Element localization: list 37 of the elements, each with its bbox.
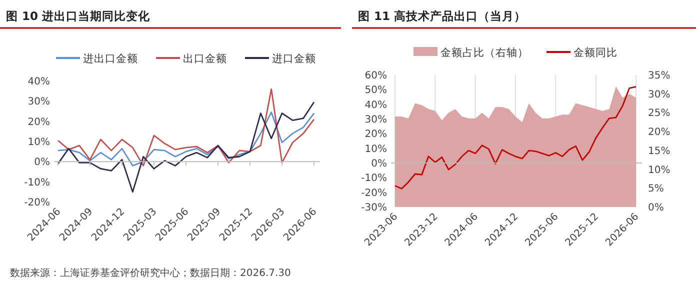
line-series bbox=[57, 88, 315, 166]
y-tick-label: 20% bbox=[364, 129, 387, 140]
line-series bbox=[57, 112, 315, 166]
y-tick-label: 0% bbox=[371, 158, 387, 170]
y-tick-label: 20% bbox=[28, 116, 50, 128]
y2-tick-label: 25% bbox=[648, 108, 670, 120]
y2-tick-label: 0% bbox=[648, 202, 664, 214]
y-tick-label: 30% bbox=[28, 96, 50, 108]
source-note: 数据来源：上海证券基金评价研究中心；数据日期：2026.7.30 bbox=[10, 267, 291, 279]
y2-tick-label: 30% bbox=[648, 89, 670, 100]
y-tick-label: -20% bbox=[24, 198, 50, 208]
legend-label: 金额同比 bbox=[574, 46, 618, 59]
legend-label: 进口金额 bbox=[272, 52, 316, 65]
y-tick-label: -10% bbox=[24, 177, 50, 188]
y-tick-label: 50% bbox=[364, 85, 387, 96]
y2-tick-label: 35% bbox=[648, 70, 670, 82]
y-tick-label: 60% bbox=[364, 70, 387, 82]
line-series bbox=[394, 86, 637, 190]
y-tick-label: 10% bbox=[28, 137, 50, 148]
y2-tick-label: 20% bbox=[648, 127, 670, 138]
line-series bbox=[57, 101, 315, 193]
chart-title: 图 11 高技术产品出口（当月） bbox=[358, 9, 526, 23]
legend-label: 金额占比（右轴） bbox=[440, 46, 528, 59]
y-tick-label: 10% bbox=[364, 144, 387, 155]
y-tick-label: 40% bbox=[364, 100, 387, 111]
y-tick-label: 0% bbox=[34, 157, 50, 168]
y-tick-label: -30% bbox=[361, 202, 387, 214]
chart-title: 图 10 进出口当期同比变化 bbox=[6, 9, 152, 23]
y-tick-label: 30% bbox=[364, 114, 387, 126]
y2-tick-label: 5% bbox=[648, 184, 664, 195]
legend-label: 出口金额 bbox=[183, 52, 227, 65]
y2-tick-label: 15% bbox=[648, 146, 670, 157]
y-tick-label: 40% bbox=[28, 76, 50, 88]
y-tick-label: -10% bbox=[361, 173, 387, 184]
y-tick-label: -20% bbox=[361, 188, 387, 199]
legend-label: 进出口金额 bbox=[83, 52, 138, 65]
y2-tick-label: 10% bbox=[648, 164, 670, 176]
